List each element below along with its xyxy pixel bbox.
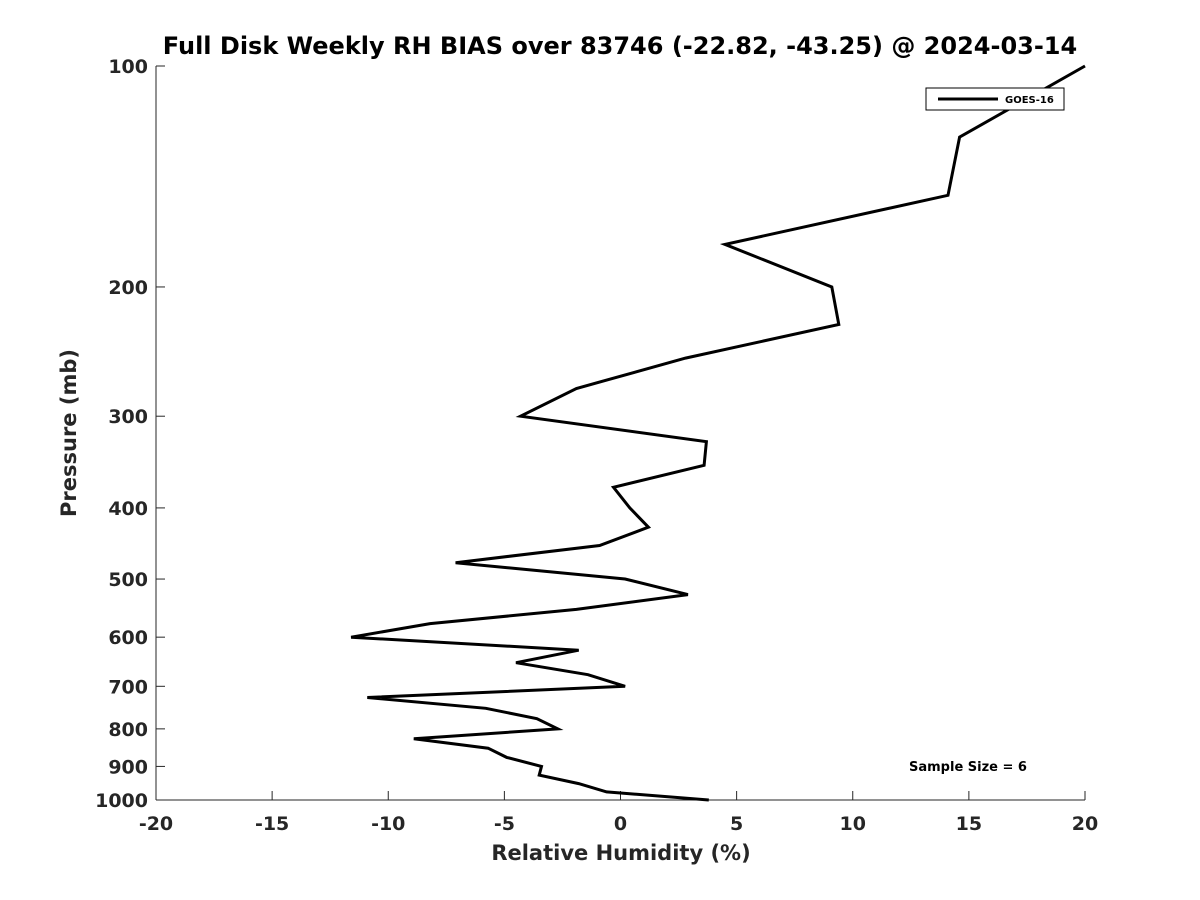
x-tick-label: 20 — [1072, 813, 1098, 835]
x-axis: -20 -15 -10 -5 0 5 10 15 20 — [139, 791, 1098, 835]
y-tick-label: 700 — [108, 676, 148, 698]
y-tick-label: 200 — [108, 277, 148, 299]
y-axis-label: Pressure (mb) — [57, 349, 81, 517]
legend-label: GOES-16 — [1005, 95, 1054, 106]
y-tick-label: 300 — [108, 406, 148, 428]
x-tick-label: 5 — [730, 813, 743, 835]
x-tick-label: -15 — [255, 813, 289, 835]
y-tick-label: 400 — [108, 498, 148, 520]
x-tick-label: 15 — [956, 813, 982, 835]
series-line-goes-16 — [350, 64, 1086, 802]
axes — [155, 66, 1085, 801]
y-tick-label: 100 — [108, 56, 148, 78]
y-tick-label: 1000 — [95, 790, 148, 812]
y-tick-label: 900 — [108, 756, 148, 778]
y-tick-label: 800 — [108, 719, 148, 741]
x-tick-label: -5 — [494, 813, 515, 835]
y-tick-label: 600 — [108, 627, 148, 649]
x-axis-label: Relative Humidity (%) — [491, 841, 750, 865]
x-tick-label: -20 — [139, 813, 173, 835]
legend: GOES-16 — [925, 87, 1065, 111]
chart-title: Full Disk Weekly RH BIAS over 83746 (-22… — [163, 32, 1077, 60]
sample-size-annotation: Sample Size = 6 — [909, 760, 1027, 775]
y-tick-label: 500 — [108, 569, 148, 591]
y-axis: 100 200 300 400 500 600 700 800 900 1000 — [95, 56, 165, 812]
x-tick-label: -10 — [371, 813, 405, 835]
x-tick-label: 0 — [614, 813, 627, 835]
x-tick-label: 10 — [840, 813, 866, 835]
